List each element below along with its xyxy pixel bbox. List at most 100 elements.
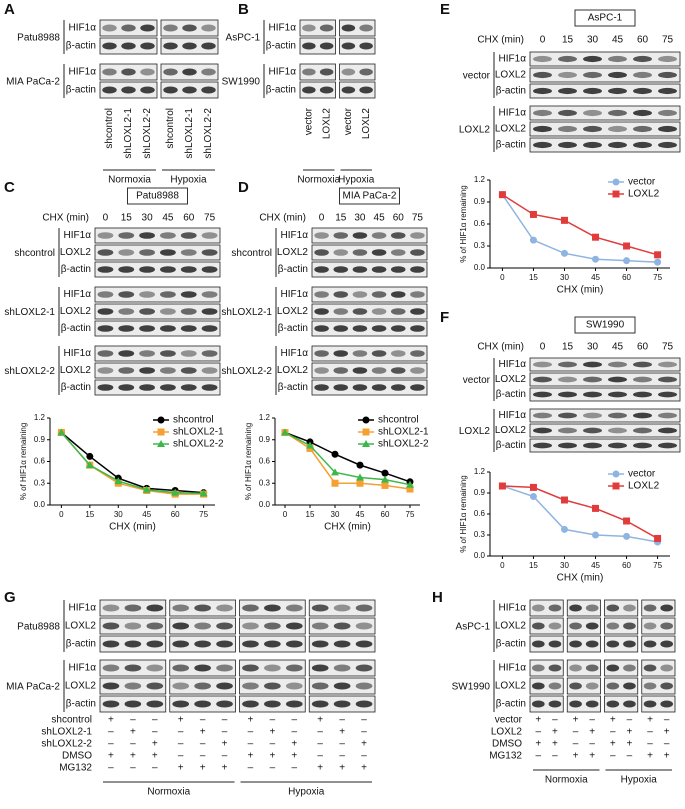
row-label: β-actin <box>496 86 526 97</box>
legend-label: shLOXL2-2 <box>378 439 429 450</box>
blot-band <box>531 700 545 708</box>
blot-band <box>121 68 136 76</box>
blot-band <box>242 622 259 630</box>
y-tick-label: 0.0 <box>474 263 486 272</box>
marker <box>306 441 314 449</box>
marker <box>529 483 537 491</box>
blot-band <box>201 325 218 332</box>
y-tick-label: 0.6 <box>474 219 486 228</box>
blot-band <box>623 622 636 630</box>
blot-band <box>97 266 114 273</box>
blot-band <box>623 700 636 708</box>
blot-band <box>333 664 351 672</box>
group-label: MIA PaCa-2 <box>6 682 60 693</box>
treatment-sign: – <box>292 763 298 774</box>
marker <box>157 428 165 436</box>
treatment-sign: – <box>647 727 653 738</box>
time-point: 30 <box>142 213 154 224</box>
blot-band <box>201 232 218 239</box>
blot-band <box>533 376 552 383</box>
blot-strip <box>94 227 221 244</box>
blot-band <box>333 640 351 648</box>
blot-band <box>146 664 164 672</box>
treatment-sign: + <box>552 739 558 750</box>
time-point: 0 <box>540 35 546 46</box>
blot-band <box>390 384 406 391</box>
treatment-sign: + <box>108 715 114 726</box>
y-tick-label: 0.0 <box>34 500 46 509</box>
blot-band <box>180 350 197 357</box>
marker <box>381 475 389 483</box>
blot-band <box>160 350 176 357</box>
time-point: 15 <box>335 213 347 224</box>
time-point: 30 <box>587 35 599 46</box>
blot-band <box>548 682 562 690</box>
blot-band <box>102 24 117 32</box>
blot-band <box>182 24 197 32</box>
row-label: β-actin <box>266 85 296 96</box>
blot-band <box>333 700 351 708</box>
group-label: Patu8988 <box>17 33 60 44</box>
blot-band <box>533 442 552 449</box>
blot-band <box>533 427 552 434</box>
treatment-sign: – <box>361 715 367 726</box>
time-label: CHX (min) <box>477 342 524 353</box>
row-label: HIF1α <box>69 663 97 674</box>
row-label: HIF1α <box>281 348 309 359</box>
treatment-sign: + <box>664 727 670 738</box>
blot-band <box>352 325 368 332</box>
lane-label: LOXL2 <box>321 108 332 140</box>
blot-band <box>410 249 425 256</box>
blot-band <box>658 442 677 449</box>
legend-label: shLOXL2-1 <box>173 427 224 438</box>
series-line <box>284 431 411 483</box>
blot-band <box>319 68 334 76</box>
treatment-sign: – <box>664 739 670 750</box>
treatment-sign: – <box>130 739 136 750</box>
marker <box>157 440 165 447</box>
blot-strip <box>94 286 221 303</box>
treatment-sign: + <box>152 751 158 762</box>
row-label: β-actin <box>66 639 96 650</box>
blot-band <box>410 308 425 315</box>
blot-strip <box>604 599 639 617</box>
blot-band <box>371 350 387 357</box>
blot-band <box>658 125 677 133</box>
blot-band <box>410 291 425 298</box>
blot-band <box>201 42 216 50</box>
marker <box>171 488 180 496</box>
series-line <box>60 432 204 495</box>
blot-band <box>410 232 425 239</box>
blot-band <box>658 71 677 79</box>
blot-band <box>355 640 373 648</box>
blot-band <box>390 350 406 357</box>
row-label: LOXL2 <box>60 365 92 376</box>
blot-strip <box>311 345 428 362</box>
blot-band <box>643 640 657 648</box>
blot-strip <box>299 19 336 37</box>
group-label: vector <box>463 71 491 82</box>
blot-band <box>341 42 356 50</box>
blot-band <box>139 249 155 256</box>
y-tick-label: 0.6 <box>34 457 46 466</box>
blot-band <box>623 604 636 612</box>
blot-band <box>355 622 373 630</box>
condition-label: Normoxia <box>147 787 190 798</box>
blot-band <box>216 604 233 612</box>
row-label: HIF1α <box>499 410 527 421</box>
blot-strip <box>299 63 336 81</box>
blot-strip <box>529 121 681 137</box>
panel-label: D <box>238 179 249 196</box>
blot-band <box>333 604 351 612</box>
group-label: shLOXL2-2 <box>221 366 272 377</box>
blot-band <box>608 361 627 368</box>
blot-band <box>285 622 303 630</box>
blot-band <box>172 640 190 648</box>
treatment-sign: + <box>552 727 558 738</box>
treatment-sign: – <box>317 739 323 750</box>
blot-band <box>102 68 117 76</box>
blot-band <box>633 376 652 383</box>
blot-band <box>180 232 197 239</box>
blot-band <box>118 367 135 374</box>
marker <box>592 255 600 263</box>
